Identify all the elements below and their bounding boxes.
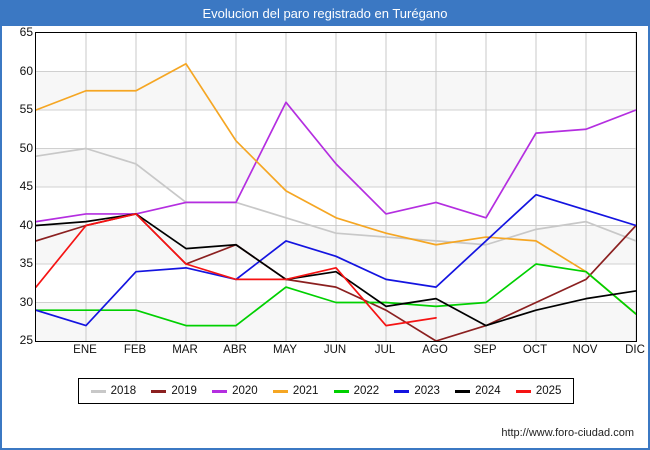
legend-item-2023[interactable]: 2023 (394, 385, 440, 397)
y-axis-tick-label: 25 (19, 333, 33, 347)
y-axis-tick-label: 35 (19, 256, 33, 270)
chart-legend: 2018 2019 2020 2021 2022 2023 2024 2025 (78, 378, 574, 404)
legend-label: 2019 (171, 385, 197, 397)
legend-item-2018[interactable]: 2018 (90, 385, 137, 397)
x-axis-tick-label-feb: FEB (123, 344, 147, 356)
series-line-2018 (36, 147, 636, 246)
legend-label: 2025 (535, 385, 562, 397)
series-line-2025 (36, 213, 437, 327)
x-axis-tick-label-sep: SEP (473, 344, 497, 356)
x-axis-tick-label-jul: JUL (374, 344, 396, 356)
source-footer: http://www.foro-ciudad.com (2, 422, 648, 444)
legend-label: 2022 (353, 385, 380, 397)
legend-swatch-icon (151, 389, 167, 393)
x-axis-tick-label-dic: DIC (625, 344, 645, 356)
legend-label: 2024 (475, 385, 501, 397)
x-axis-tick-label-oct: OCT (522, 344, 548, 356)
y-axis-tick-label: 30 (19, 294, 33, 309)
y-axis-tick-label: 60 (19, 63, 33, 78)
legend-label: 2021 (292, 385, 319, 397)
x-axis: ENE FEB MAR ABR MAY JUN JUL AGO SEP OCT NOV DIC (35, 344, 645, 364)
page-title: Evolucion del paro registrado en Turégan… (202, 6, 448, 21)
plot-area (35, 32, 637, 342)
legend-swatch-icon (90, 389, 106, 393)
series-line-2022 (36, 263, 636, 327)
legend-swatch-icon (455, 389, 471, 393)
x-axis-tick-label-may: MAY (272, 344, 298, 356)
y-axis: 65 60 55 50 45 40 35 30 25 (2, 26, 33, 356)
legend-label: 2020 (232, 385, 258, 397)
legend-item-2025[interactable]: 2025 (515, 385, 562, 397)
legend-swatch-icon (272, 389, 288, 393)
y-axis-tick-label: 55 (19, 102, 33, 116)
legend-label: 2018 (110, 385, 137, 397)
x-axis-tick-label-jun: JUN (323, 344, 347, 356)
legend-item-2024[interactable]: 2024 (455, 385, 501, 397)
y-axis-tick-label: 40 (19, 217, 33, 232)
legend-label: 2023 (414, 385, 440, 397)
y-axis-tick-label: 45 (19, 179, 33, 193)
legend-swatch-icon (333, 389, 349, 393)
legend-swatch-icon (394, 389, 410, 393)
legend-item-2022[interactable]: 2022 (333, 385, 380, 397)
legend-swatch-icon (515, 389, 531, 393)
line-chart-svg (36, 33, 636, 341)
legend-item-2021[interactable]: 2021 (272, 385, 319, 397)
x-axis-tick-label-ene: ENE (73, 344, 97, 356)
x-axis-tick-label-ago: AGO (422, 344, 448, 356)
x-axis-tick-label-mar: MAR (172, 344, 198, 356)
legend-item-2020[interactable]: 2020 (212, 385, 258, 397)
y-axis-tick-label: 50 (19, 140, 33, 155)
series-line-2023 (36, 193, 636, 327)
series-line-2021 (36, 62, 636, 315)
legend-swatch-icon (212, 389, 228, 393)
legend-item-2019[interactable]: 2019 (151, 385, 197, 397)
chart-container: 65 60 55 50 45 40 35 30 25 ENE FEB MAR ABR MAY JUN JUL… (2, 26, 648, 448)
source-url: http://www.foro-ciudad.com (501, 427, 634, 439)
y-axis-tick-label: 65 (19, 25, 33, 39)
x-axis-tick-label-abr: ABR (223, 344, 247, 356)
x-axis-tick-label-nov: NOV (572, 344, 598, 356)
window-title-bar: Evolucion del paro registrado en Turégan… (2, 2, 648, 26)
